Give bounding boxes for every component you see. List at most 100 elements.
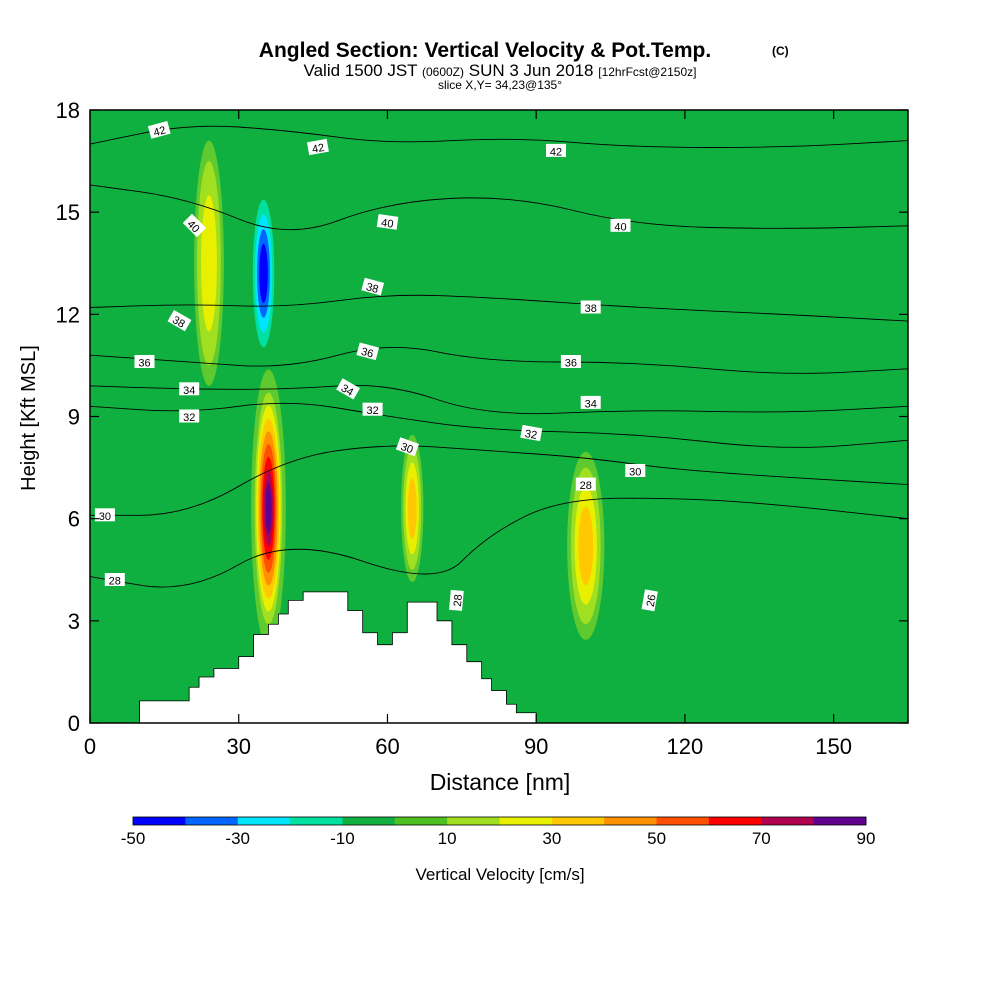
isotherm-label-text: 34 [339, 382, 356, 399]
isotherm-label: 34 [336, 378, 360, 400]
isotherm-label-text: 26 [645, 594, 659, 608]
isotherm-label-text: 36 [565, 358, 577, 370]
velocity-feature [679, 525, 750, 662]
velocity-band [679, 525, 750, 662]
colorbar-segment [813, 817, 867, 825]
colorbar-frame [132, 816, 867, 826]
isotherm-label-box [361, 277, 385, 296]
colorbar-tick-label: 30 [542, 829, 561, 848]
isotherm-label-text: 34 [183, 385, 195, 397]
x-tick-label: 120 [667, 734, 704, 759]
isotherm-label-box [179, 409, 200, 423]
isotherm-label: 28 [449, 589, 465, 611]
x-tick-label: 30 [226, 734, 250, 759]
chart-title-unit: (C) [772, 44, 789, 58]
velocity-feature [250, 184, 277, 363]
colorbar-segment [656, 817, 710, 825]
velocity-band [407, 477, 417, 540]
x-axis-label: Distance [nm] [430, 769, 571, 795]
velocity-feature [567, 451, 605, 640]
isotherm-label-text: 42 [311, 142, 325, 156]
isotherm-label-box [182, 213, 207, 238]
y-tick-label: 6 [68, 507, 80, 532]
colorbar-tick-label: 70 [752, 829, 771, 848]
isotherm-label-box [147, 121, 171, 139]
isotherm-label-text: 36 [360, 346, 375, 361]
velocity-band [259, 243, 268, 303]
isotherm-label: 32 [179, 409, 200, 424]
isotherm-label: 34 [580, 395, 601, 410]
y-tick-label: 0 [68, 711, 80, 736]
chart-slice-info: slice X,Y= 34,23@135° [438, 78, 562, 92]
chart-subtitle: Valid 1500 JST (0600Z) SUN 3 Jun 2018 [1… [304, 61, 697, 80]
isotherm-label-box [449, 589, 464, 611]
isotherm-label-box [376, 214, 399, 230]
isotherm-label-text: 42 [152, 124, 167, 139]
isotherm-label: 42 [546, 143, 566, 158]
terrain [139, 591, 537, 723]
isotherm-label-text: 34 [585, 398, 597, 410]
isotherm-label-text: 28 [452, 594, 465, 607]
isotherm-label: 38 [580, 300, 601, 315]
y-tick-label: 3 [68, 609, 80, 634]
velocity-feature [251, 369, 286, 648]
isotherm-label-box [94, 508, 115, 522]
isotherm-label-text: 28 [109, 576, 121, 588]
velocity-band [265, 482, 272, 535]
velocity-feature [194, 140, 224, 386]
isotherm-label-box [520, 424, 543, 442]
y-axis-label: Height [Kft MSL] [18, 345, 40, 491]
isotherm-label-box [167, 310, 192, 332]
isotherm-label-box [610, 218, 631, 232]
x-tick-label: 0 [84, 734, 96, 759]
colorbar-tick-label: -30 [225, 829, 250, 848]
isotherm-label-text: 36 [138, 358, 150, 370]
isotherm-label-box [179, 382, 200, 396]
colorbar-segment [604, 817, 658, 825]
colorbar-segment [708, 817, 762, 825]
isotherm-label: 42 [306, 138, 329, 156]
isotherm-label-text: 40 [614, 221, 626, 233]
colorbar-tick-label: -10 [330, 829, 355, 848]
velocity-feature [529, 470, 554, 649]
isotherm-label: 28 [575, 477, 596, 492]
colorbar-tick-label: 10 [438, 829, 457, 848]
isotherm-label-text: 38 [170, 314, 187, 331]
isotherm-label-box [641, 589, 658, 612]
y-tick-label: 18 [56, 98, 80, 123]
isotherm-label-text: 32 [366, 405, 378, 417]
isotherm-label: 32 [362, 402, 383, 417]
isotherm-label: 38 [167, 310, 192, 332]
isotherm-40 [90, 184, 908, 231]
colorbar-segment [133, 817, 186, 825]
isotherm-label: 26 [641, 589, 659, 612]
isotherm-28 [90, 497, 908, 588]
colorbar-tick-label: 90 [857, 829, 876, 848]
isotherm-label: 36 [560, 355, 581, 370]
y-tick-label: 12 [56, 302, 80, 327]
colorbar: -50 -30 -10 10 30 50 70 90 [121, 816, 876, 848]
isotherm-label-box [395, 437, 420, 457]
isotherm-label: 36 [356, 342, 380, 361]
isotherm-label: 32 [520, 424, 543, 442]
isotherm-label-box [580, 300, 601, 314]
x-tick-label: 150 [815, 734, 852, 759]
isotherm-label-text: 30 [629, 467, 641, 479]
velocity-feature [401, 434, 424, 583]
colorbar-segment [447, 817, 500, 825]
isotherm-label-text: 30 [99, 511, 111, 523]
x-tick-label: 60 [375, 734, 399, 759]
isotherm-label: 40 [376, 214, 399, 231]
isotherm-label-text: 42 [550, 146, 562, 158]
isotherm-label-text: 38 [585, 303, 597, 315]
x-tick-label: 90 [524, 734, 548, 759]
isotherm-label: 30 [625, 464, 646, 479]
colorbar-segment [761, 817, 815, 825]
isotherm-label-box [546, 143, 566, 157]
isotherm-label: 38 [361, 277, 385, 296]
velocity-band [201, 195, 217, 332]
